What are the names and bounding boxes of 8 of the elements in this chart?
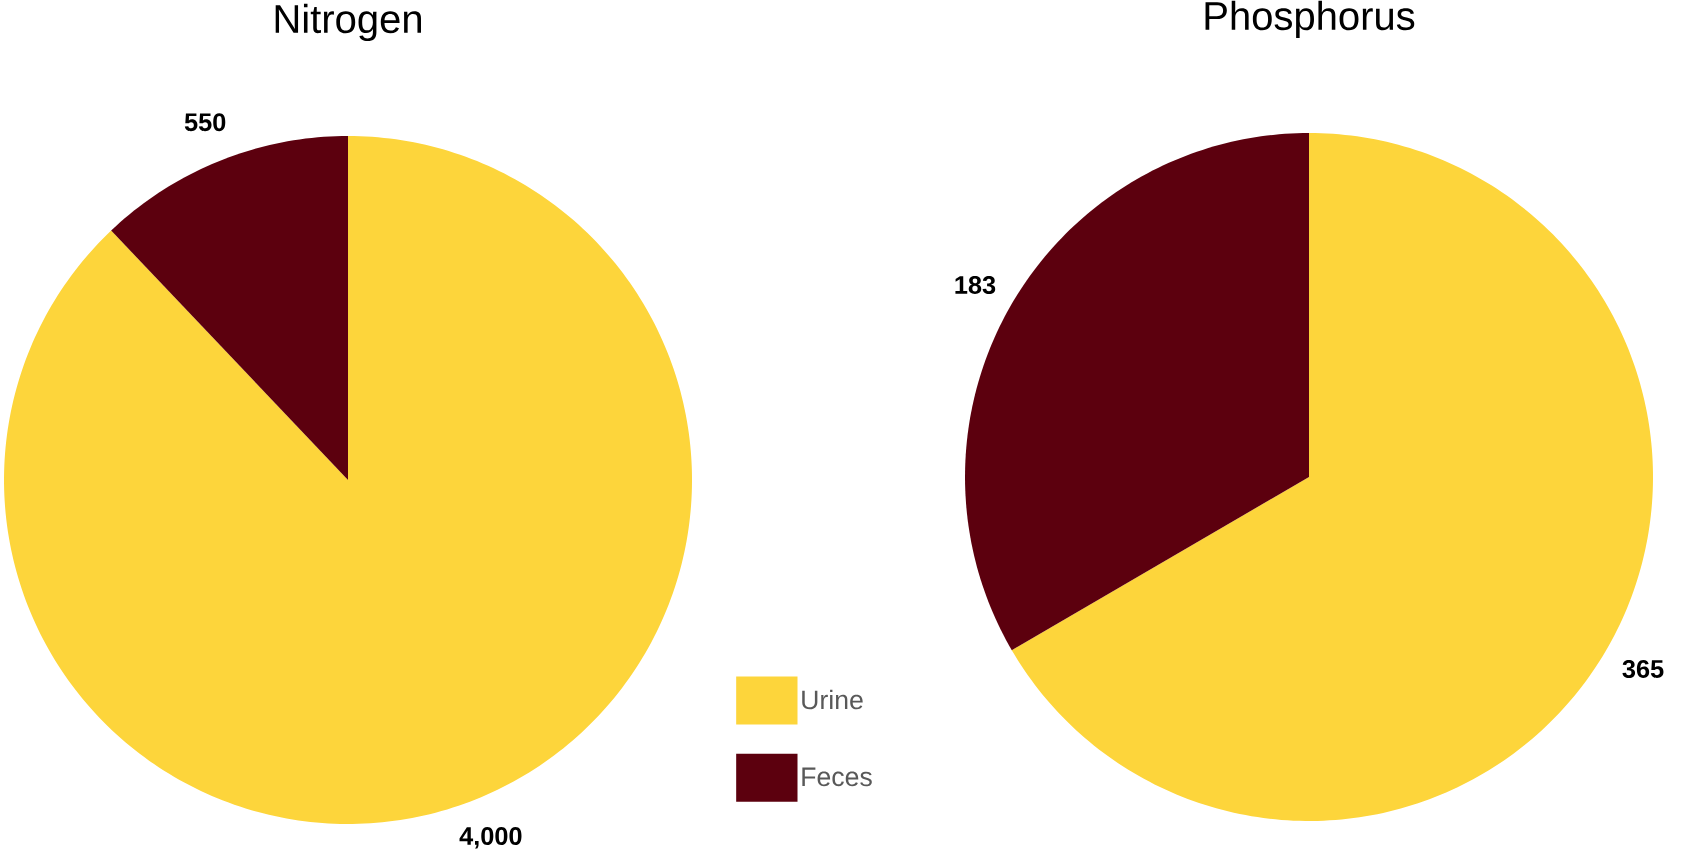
legend-label: Feces <box>802 767 872 787</box>
data-label: 550 <box>184 113 226 132</box>
chart-title: Nitrogen <box>275 3 421 42</box>
chart-title: Phosphorus <box>1205 0 1415 39</box>
data-label: 365 <box>1622 659 1664 678</box>
data-label: 4,000 <box>459 827 522 849</box>
data-label: 183 <box>955 276 996 294</box>
legend-label: Urine <box>802 689 863 710</box>
